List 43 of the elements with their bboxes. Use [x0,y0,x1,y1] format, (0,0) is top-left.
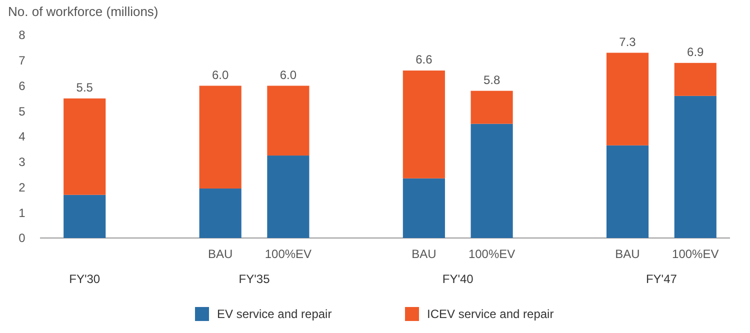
y-tick-label: 8 [18,28,26,42]
text: FY'30 [69,272,100,286]
x-tick-label: 100%EV [468,247,516,261]
bar [402,70,445,178]
bar [606,52,649,146]
total-label: 5.8 [483,72,500,87]
bar [267,156,310,238]
y-tick-label: 7 [18,54,26,68]
x-tick-label: 100%EV [672,247,719,261]
y-tick-label: 4 [18,130,26,144]
total-label: 6.0 [280,68,297,82]
bar [64,98,106,195]
total-label: 7.3 [619,34,636,49]
total-label: 6.0 [212,68,230,82]
y-tick-label: 0 [18,231,26,246]
bar [64,194,106,238]
y-tick-label: 6 [18,78,26,93]
text: FY'47 [646,272,678,286]
bar [199,188,242,238]
x-tick-label: BAU [208,247,233,261]
x-tick-label: BAU [412,247,436,261]
total-label: 6.9 [687,44,704,59]
total-label: 6.6 [416,52,433,67]
bar [199,86,242,189]
x-tick-label: BAU [615,247,640,261]
x-tick-label: 100%EV [264,247,312,261]
y-axis-title: No. of workforce (millions) [8,4,158,19]
bar [606,145,649,238]
bar [470,90,513,124]
y-tick-label: 1 [18,206,26,220]
bar [674,62,716,96]
legend-label: ICEV service and repair [427,307,554,321]
text: FY'40 [442,272,474,286]
bar [470,124,513,238]
y-tick-label: 5 [18,104,26,118]
y-tick-label: 2 [18,180,26,194]
bar [402,178,445,238]
total-label: 5.5 [76,80,94,94]
text: FY'35 [238,272,270,286]
legend-label: EV service and repair [217,307,332,321]
y-tick-label: 3 [18,155,26,170]
bar [267,86,310,156]
bar [674,96,716,238]
